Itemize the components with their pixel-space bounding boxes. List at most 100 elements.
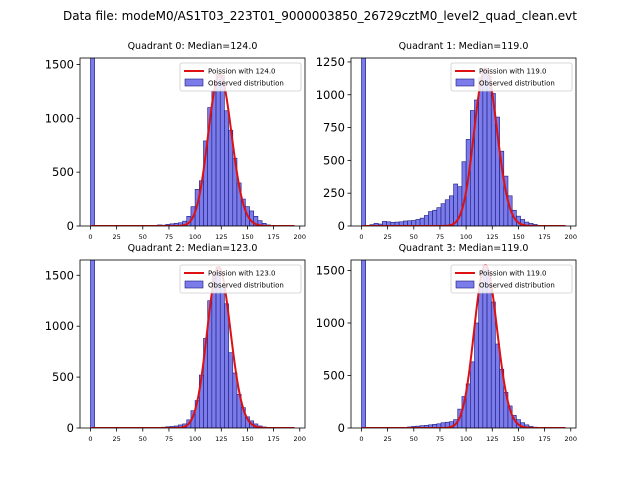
histogram-bar (486, 76, 492, 226)
x-tick-label: 175 (267, 435, 279, 443)
histogram-bar (219, 74, 225, 226)
x-tick-label: 100 (460, 233, 472, 241)
histogram-bar (478, 282, 484, 428)
subplot-title: Quadrant 2: Median=123.0 (128, 243, 258, 254)
x-tick-label: 25 (112, 233, 120, 241)
subplot-quadrant-0: 0 25 50 75 100 125 150 175 200 0 500 1000 1500 Quadra… (45, 41, 306, 241)
legend-label-poisson: Poission with 119.0 (479, 270, 547, 278)
axes-frame (79, 57, 306, 227)
subplot-quadrant-3: 0 25 50 75 100 125 150 175 200 0 500 1000 1500 Quadra… (316, 243, 577, 443)
x-tick-label: 175 (538, 435, 550, 443)
plot-area (361, 58, 566, 226)
x-tick-label: 50 (410, 435, 418, 443)
y-tick-label: 500 (323, 153, 345, 167)
y-tick-label: 1500 (45, 57, 74, 71)
histogram-bar (486, 272, 492, 428)
histogram-bar (423, 215, 429, 226)
y-tick-label: 500 (52, 165, 74, 179)
y-tick-label: 1000 (316, 88, 345, 102)
x-tick-label: 100 (460, 435, 472, 443)
legend: Poission with 123.0 Observed distribution (179, 264, 302, 294)
axes-frame (350, 57, 577, 227)
x-tick-label: 0 (359, 435, 363, 443)
x-tick-label: 75 (165, 233, 173, 241)
y-tick-label: 500 (323, 369, 345, 383)
x-tick-label: 175 (267, 233, 279, 241)
histogram-bar (444, 199, 450, 226)
histogram-bar (432, 209, 438, 226)
axes-frame (350, 259, 577, 429)
y-tick-label: 250 (323, 186, 345, 200)
x-tick-label: 200 (565, 435, 577, 443)
histogram-bar (224, 110, 229, 226)
x-tick-label: 125 (486, 435, 498, 443)
y-tick-label: 1500 (45, 268, 74, 282)
histogram-bar (219, 287, 225, 428)
x-tick-label: 25 (383, 435, 391, 443)
histogram-bar (449, 195, 454, 226)
x-tick-label: 0 (88, 233, 92, 241)
histogram-bar (495, 343, 500, 428)
x-tick-label: 200 (565, 233, 577, 241)
histogram-bar (474, 322, 479, 428)
x-tick-label: 150 (512, 435, 524, 443)
legend-bar-swatch (184, 280, 204, 289)
x-tick-label: 25 (383, 233, 391, 241)
subplot-title: Quadrant 3: Median=119.0 (399, 243, 529, 254)
legend-label-poisson: Poission with 119.0 (479, 68, 547, 76)
legend-bar-swatch (455, 78, 475, 87)
legend-box (179, 264, 302, 294)
legend-label-poisson: Poission with 123.0 (208, 270, 276, 278)
legend-bar-swatch (455, 280, 475, 289)
legend: Poission with 124.0 Observed distribution (179, 62, 302, 92)
x-tick-label: 50 (410, 233, 418, 241)
histogram-bar (211, 91, 217, 226)
legend: Poission with 119.0 Observed distribution (450, 264, 573, 294)
histogram-bar (478, 77, 484, 226)
y-tick-label: 1000 (45, 111, 74, 125)
x-tick-label: 150 (512, 233, 524, 241)
histogram-bar (224, 303, 229, 428)
histogram-bar (482, 68, 488, 226)
x-tick-label: 125 (215, 233, 227, 241)
x-tick-label: 75 (436, 435, 444, 443)
histogram-bar (428, 211, 433, 226)
y-tick-label: 0 (67, 421, 74, 435)
histogram-bar (90, 260, 95, 428)
x-tick-label: 200 (294, 233, 306, 241)
histogram-bar (470, 361, 475, 428)
legend-box (450, 62, 573, 92)
y-tick-label: 1000 (45, 319, 74, 333)
histogram-bar (215, 73, 221, 226)
poisson-curve (91, 73, 295, 226)
x-tick-label: 200 (294, 435, 306, 443)
histogram-bar (419, 217, 425, 226)
x-tick-label: 75 (436, 233, 444, 241)
legend-bar-swatch (184, 78, 204, 87)
x-tick-label: 175 (538, 233, 550, 241)
x-tick-label: 100 (189, 435, 201, 443)
subplot-title: Quadrant 0: Median=124.0 (128, 41, 258, 52)
histogram-bar (211, 274, 217, 428)
poisson-curve (362, 67, 566, 226)
axes-frame (79, 259, 306, 429)
legend-label-observed: Observed distribution (208, 282, 284, 290)
histogram-bar (440, 203, 446, 226)
poisson-curve (91, 266, 295, 428)
subplot-title: Quadrant 1: Median=119.0 (399, 41, 529, 52)
histogram-bar (361, 58, 366, 226)
legend-label-observed: Observed distribution (208, 80, 284, 88)
subplot-quadrant-1: 0 25 50 75 100 125 150 175 200 0 250 500 750 1000 1250… (316, 41, 577, 241)
y-tick-label: 0 (67, 219, 74, 233)
histogram-bar (490, 301, 496, 428)
histogram-bar (228, 352, 234, 428)
legend-label-observed: Observed distribution (479, 80, 555, 88)
y-tick-label: 1000 (316, 316, 345, 330)
histogram-bar (90, 58, 95, 226)
figure-suptitle: Data file: modeM0/AS1T03_223T01_90000038… (63, 9, 577, 23)
y-tick-label: 500 (52, 370, 74, 384)
legend-label-observed: Observed distribution (479, 282, 555, 290)
x-tick-label: 0 (359, 233, 363, 241)
subplot-quadrant-2: 0 25 50 75 100 125 150 175 200 0 500 1000 1500 Quadra… (45, 243, 306, 443)
